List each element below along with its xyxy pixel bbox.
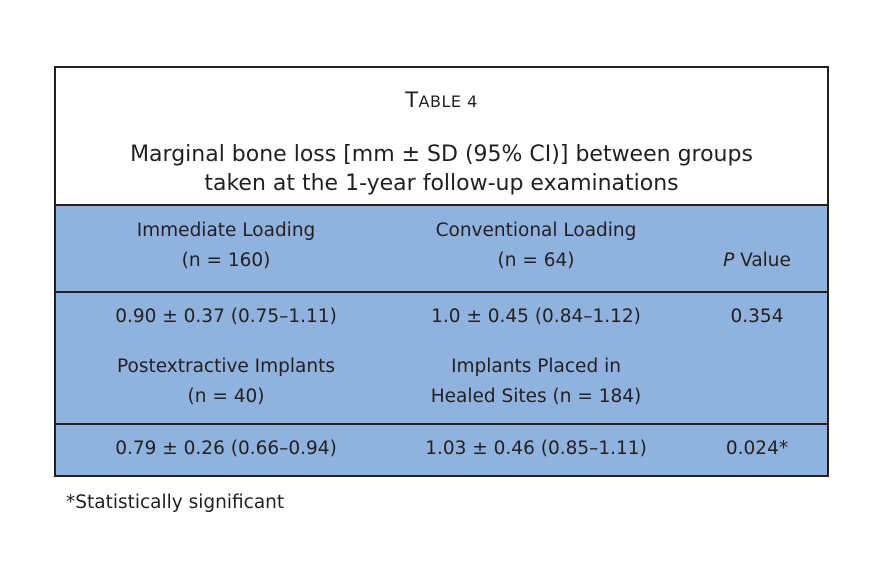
table-number-initial: T [405,88,419,112]
data-table: TABLE 4 Marginal bone loss [mm ± SD (95%… [54,66,829,477]
header-conventional-loading-label: Conventional Loading [435,220,637,241]
row1-conventional-value: 1.0 ± 0.45 (0.84–1.12) [431,306,641,327]
rule-below-subheader [56,423,827,425]
rule-below-header [56,291,827,293]
row1-p-value: 0.354 [730,306,784,327]
caption-line-2: taken at the 1-year follow-up examinatio… [204,171,679,196]
subheader-healed-sites-label: Implants Placed in [451,356,621,377]
table-body-shading [56,206,827,475]
rule-below-caption [56,204,827,206]
header-immediate-loading: Immediate Loading (n = 160) [68,216,384,276]
caption-line-1: Marginal bone loss [mm ± SD (95% CI)] be… [130,142,753,167]
table-footnote: *Statistically significant [66,492,285,513]
header-p-value-word: Value [734,250,791,271]
table-number-rest: ABLE 4 [418,92,478,111]
header-conventional-loading: Conventional Loading (n = 64) [384,216,688,276]
subheader-postextractive-label: Postextractive Implants [117,356,335,377]
table-caption: Marginal bone loss [mm ± SD (95% CI)] be… [56,140,827,198]
header-p-value: P Value [688,246,826,276]
header-conventional-loading-n: (n = 64) [497,250,575,271]
header-p-letter: P [723,250,735,271]
row2-postextractive-value: 0.79 ± 0.26 (0.66–0.94) [115,438,337,459]
header-immediate-loading-n: (n = 160) [181,250,271,271]
subheader-postextractive-n: (n = 40) [187,386,265,407]
subheader-postextractive: Postextractive Implants (n = 40) [68,352,384,412]
subheader-healed-sites: Implants Placed in Healed Sites (n = 184… [384,352,688,412]
row1-immediate-value: 0.90 ± 0.37 (0.75–1.11) [115,306,337,327]
header-immediate-loading-label: Immediate Loading [136,220,316,241]
row2-healed-sites-value: 1.03 ± 0.46 (0.85–1.11) [425,438,647,459]
table-number: TABLE 4 [56,88,827,112]
subheader-healed-sites-n: Healed Sites (n = 184) [430,386,642,407]
row2-p-value: 0.024* [725,438,789,459]
